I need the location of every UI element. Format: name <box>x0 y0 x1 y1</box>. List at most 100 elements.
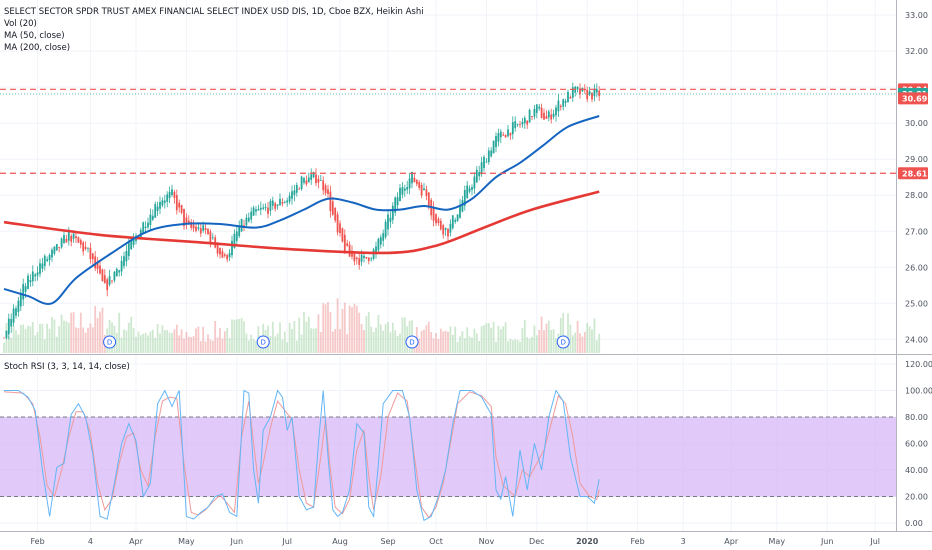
volume-bar <box>139 335 142 353</box>
candle-body <box>180 205 183 213</box>
volume-bar <box>55 336 58 353</box>
candle-body <box>163 200 166 203</box>
candle-body <box>382 233 385 241</box>
volume-bar <box>543 330 545 353</box>
price-axis-tick: 24.00 <box>905 335 928 344</box>
candle-body <box>87 247 89 249</box>
candle-body <box>502 134 505 136</box>
volume-bar <box>298 317 301 353</box>
candle-body <box>442 225 445 235</box>
volume-bar <box>175 324 178 353</box>
candle-body <box>466 185 469 198</box>
volume-bar <box>79 312 82 353</box>
volume-bar <box>425 325 428 353</box>
rsi-axis[interactable]: 120.00 100.00 80.00 60.00 40.00 20.00 0.00 <box>905 360 932 528</box>
price-lines <box>0 88 896 174</box>
candle-body <box>569 97 572 99</box>
price-axis-tick: 30.00 <box>905 119 928 128</box>
candle-body <box>142 222 145 234</box>
volume-bar <box>303 311 305 353</box>
candle-body <box>401 187 404 195</box>
candle-body <box>562 99 565 107</box>
candle-body <box>291 191 293 199</box>
study-ma50-label[interactable]: MA (50, close) <box>4 31 65 41</box>
volume-bar <box>437 339 440 353</box>
candle-body <box>360 254 363 262</box>
candle-body <box>75 236 77 239</box>
volume-bar <box>286 342 289 353</box>
volume-bar <box>396 336 399 353</box>
candle-body <box>322 180 325 191</box>
candle-body <box>288 195 291 202</box>
candle-body <box>480 162 483 175</box>
candle-body <box>571 87 574 98</box>
volume-bar <box>432 338 435 353</box>
volume-bar <box>94 305 97 353</box>
volume-bar <box>526 337 529 353</box>
candle-body <box>396 197 399 206</box>
candle-body <box>103 275 106 284</box>
rsi-title[interactable]: Stoch RSI (3, 3, 14, 14, close) <box>4 362 130 372</box>
volume-bar <box>276 333 279 353</box>
volume-bar <box>442 331 445 353</box>
volume-bar <box>233 319 236 353</box>
volume-bar <box>91 327 94 353</box>
rsi-axis-tick: 60.00 <box>905 440 928 449</box>
volume-bar <box>427 321 430 353</box>
volume-bar <box>137 331 140 353</box>
volume-bar <box>70 312 73 353</box>
candle-body <box>463 190 466 206</box>
volume-bar <box>46 323 49 353</box>
rsi-axis-tick: 0.00 <box>905 519 923 528</box>
candle-body <box>195 226 197 231</box>
rsi-axis-tick: 20.00 <box>905 493 928 502</box>
volume-bar <box>279 322 281 353</box>
candle-body <box>27 275 29 289</box>
candle-body <box>192 224 195 229</box>
candle-body <box>24 286 27 292</box>
volume-bar <box>593 318 596 353</box>
candle-body <box>166 194 169 202</box>
time-axis-tick: May <box>769 537 786 546</box>
volume-bar <box>22 324 25 353</box>
candle-body <box>243 225 245 226</box>
volume-bar <box>471 337 473 353</box>
candle-body <box>543 112 545 120</box>
candle-body <box>252 207 255 216</box>
candle-body <box>89 247 92 260</box>
candle-body <box>490 150 493 157</box>
time-axis-tick: Aug <box>332 537 348 546</box>
volume-bar <box>571 335 574 353</box>
volume-bar <box>483 325 485 353</box>
volume-bar <box>295 340 298 353</box>
candle-body <box>315 174 317 183</box>
candle-body <box>526 120 529 125</box>
study-ma200-label[interactable]: MA (200, close) <box>4 43 70 53</box>
volume-bar <box>504 322 507 353</box>
rsi-axis-tick: 120.00 <box>905 360 932 369</box>
candle-body <box>82 242 85 252</box>
candle-body <box>341 228 344 242</box>
candle-body <box>576 87 579 90</box>
volume-bar <box>36 332 39 353</box>
candle-body <box>132 237 135 245</box>
volume-bar <box>58 326 61 353</box>
volume-bar <box>531 336 533 353</box>
candle-body <box>211 237 214 239</box>
candle-body <box>65 239 68 243</box>
price-badge-label: 28.61 <box>902 169 928 178</box>
volume-bar <box>365 315 368 353</box>
candle-body <box>221 251 224 258</box>
volume-bar <box>87 327 89 353</box>
volume-bar <box>550 330 553 353</box>
candle-body <box>293 190 296 195</box>
volume-bar <box>598 333 601 353</box>
study-vol-label[interactable]: Vol (20) <box>4 19 37 29</box>
volume-bar <box>53 319 56 353</box>
time-axis-tick: Jun <box>820 537 834 546</box>
volume-bar <box>17 334 20 353</box>
price-axis-tick: 27.00 <box>905 227 928 236</box>
candle-body <box>411 172 413 184</box>
time-axis[interactable]: Feb 4 Apr May Jun Jul Aug Sep Oct Nov Dec 2020 Feb 3 A… <box>31 537 881 546</box>
